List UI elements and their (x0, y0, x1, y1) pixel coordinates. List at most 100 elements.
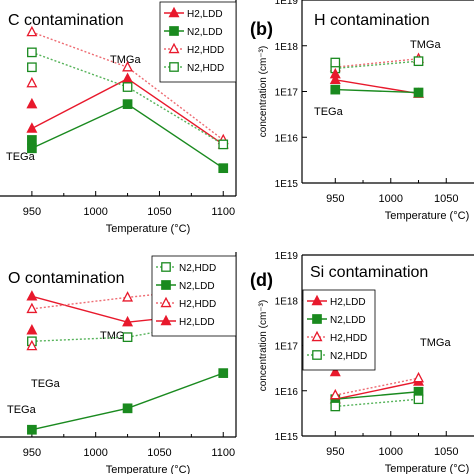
panel-c-legend-label: H2,HDD (179, 299, 216, 310)
panel-d-series-line (335, 391, 419, 400)
panel-c-data-point (122, 315, 134, 327)
panel-a-data-point (122, 72, 134, 83)
panel-d-y-axis-label: concentration (cm⁻³) (258, 300, 269, 391)
panel-b-data-point (330, 84, 341, 95)
panel-c-annotation: TEGa (31, 378, 61, 390)
panel-a-legend-marker (169, 62, 179, 72)
panel-b-annotation: TEGa (314, 106, 344, 118)
panel-a-legend-marker (168, 42, 180, 54)
panel-c-legend-label: N2,LDD (179, 281, 215, 292)
panel-a-data-point (27, 135, 37, 145)
panel-b-y-tick-label: 1E19 (275, 0, 299, 7)
panel-a-legend-label: N2,LDD (187, 27, 223, 38)
panel-a-x-tick-label: 950 (23, 206, 41, 218)
panel-c-data-point (26, 302, 38, 314)
panel-d-y-tick-label: 1E17 (275, 342, 299, 353)
panel-d-data-point (330, 401, 341, 412)
panel-a-data-point (218, 139, 229, 150)
panel-c-legend-marker (161, 280, 171, 290)
panel-c-data-point (26, 324, 38, 335)
panel-a-data-point (26, 97, 38, 109)
panel-d-data-point (413, 394, 424, 405)
panel-b-series-line (335, 88, 419, 94)
panel-d-y-tick-label: 1E15 (275, 432, 299, 443)
panel-c-data-point (218, 368, 229, 378)
panel-a-x-tick-label: 1100 (211, 206, 235, 218)
panel-a-data-point (26, 25, 38, 37)
panel-b-panel-label: (b) (250, 19, 273, 39)
panel-c-legend-marker (160, 296, 172, 308)
panel-d-series-line (335, 380, 419, 400)
panel-a-data-point (122, 61, 134, 72)
panel-d-y-tick-label: 1E16 (275, 387, 299, 398)
panel-c-x-tick-label: 950 (23, 447, 41, 459)
panel-b-data-point (330, 57, 341, 68)
panel-c-legend-marker (160, 314, 172, 326)
panel-d-legend-marker (312, 314, 322, 324)
panel-a-legend-label: H2,LDD (187, 9, 223, 20)
panel-b-y-tick-label: 1E15 (275, 179, 299, 190)
panel-a-data-point (218, 163, 229, 174)
panel-a-data-point (27, 47, 37, 58)
panel-b-x-tick-label: 1000 (379, 193, 403, 205)
panel-c-x-tick-label: 1050 (147, 447, 171, 459)
panel-a-data-point (26, 122, 38, 133)
panel-d-series-line (335, 398, 419, 408)
panel-c-title: O contamination (8, 270, 125, 287)
panel-a-title: C contamination (8, 12, 124, 29)
panel-a-annotation: TMGa (110, 54, 141, 66)
panel-a-data-point (122, 99, 133, 109)
panel-d-legend-marker (312, 350, 322, 360)
panel-a-legend-label: N2,HDD (187, 63, 224, 74)
panel-b-y-tick-label: 1E17 (275, 88, 299, 99)
panel-a-annotation: TEGa (6, 151, 36, 163)
panel-b-series-line (335, 79, 419, 95)
panel-d-data-point (413, 371, 425, 383)
panel-d-legend-label: H2,LDD (330, 297, 366, 308)
panel-c-x-axis-label: Temperature (°C) (106, 464, 190, 474)
panel-c-x-tick-label: 1000 (83, 447, 107, 459)
panel-c-annotation: TEGa (7, 404, 37, 416)
panel-d-x-tick-label: 1050 (434, 446, 458, 458)
panel-c-data-point (122, 291, 134, 302)
panel-d-legend-label: N2,HDD (330, 351, 367, 362)
panel-c-x-tick-label: 1100 (211, 447, 235, 459)
panel-d-x-axis-label: Temperature (°C) (385, 463, 469, 474)
panel-c-series-line (31, 372, 224, 431)
panel-d-x-tick-label: 950 (326, 446, 344, 458)
panel-c-data-point (27, 424, 37, 435)
panel-b-annotation: TMGa (410, 39, 441, 51)
panel-d-x-tick-label: 1000 (379, 446, 403, 458)
panel-c-data-point (26, 339, 38, 351)
panel-b-x-axis-label: Temperature (°C) (385, 210, 469, 222)
panel-d-legend-label: N2,LDD (330, 315, 366, 326)
panel-b-y-axis-label: concentration (cm⁻³) (258, 46, 269, 137)
panel-d-title: Si contamination (310, 264, 428, 281)
panel-a-x-tick-label: 1050 (147, 206, 171, 218)
panel-b-data-point (413, 56, 424, 67)
panel-d-panel-label: (d) (250, 270, 273, 290)
panel-b-y-tick-label: 1E16 (275, 133, 299, 144)
panel-a-x-axis-label: Temperature (°C) (106, 223, 190, 235)
panel-b-series-line (335, 60, 419, 70)
panel-d-data-point (329, 365, 341, 377)
panel-a-data-point (122, 82, 133, 92)
panel-a-data-point (27, 62, 37, 73)
panel-b-title: H contamination (314, 12, 430, 29)
panel-a-legend-marker (169, 26, 179, 36)
panel-a-legend-marker (168, 6, 180, 18)
panel-d-legend-marker (311, 330, 323, 342)
panel-d-legend-label: H2,HDD (330, 333, 367, 344)
panel-c-data-point (26, 290, 38, 301)
panel-b-series-line (335, 58, 419, 68)
panel-a-data-point (27, 143, 37, 154)
panel-a-data-point (26, 76, 38, 88)
panel-b-data-point (413, 87, 424, 98)
panel-d-y-tick-label: 1E18 (275, 296, 299, 307)
panel-d-annotation: TMGa (420, 337, 451, 349)
panel-d-legend-marker (311, 294, 323, 306)
panel-c-data-point (122, 403, 133, 414)
panel-a-legend-label: H2,HDD (187, 45, 224, 56)
panel-d-y-tick-label: 1E19 (275, 251, 299, 262)
